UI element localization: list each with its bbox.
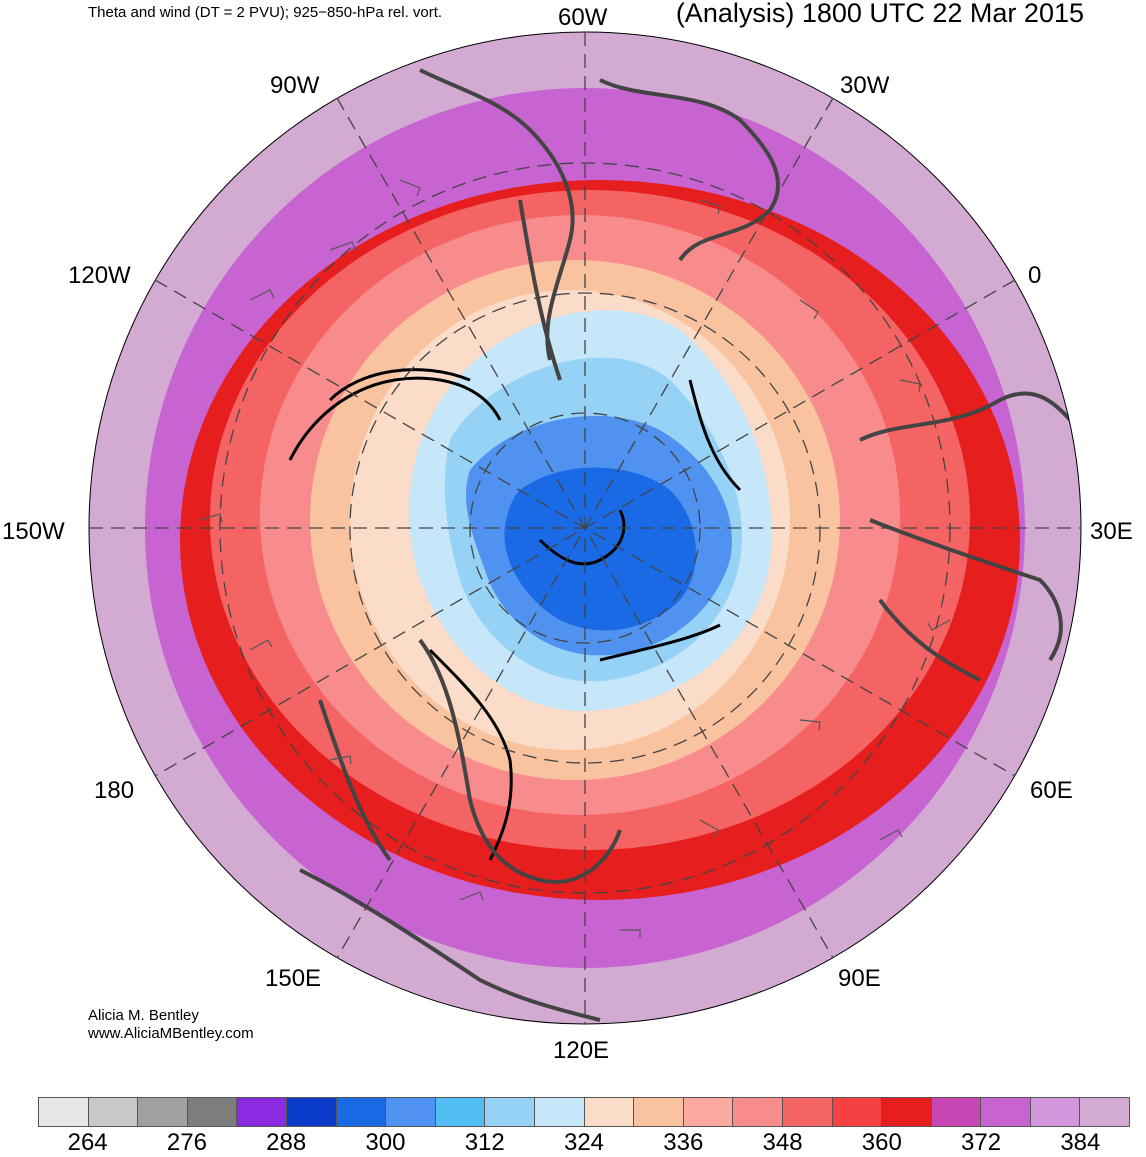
- colorbar-tick-label: 372: [961, 1129, 1002, 1156]
- colorbar-tick-label: 300: [365, 1129, 406, 1156]
- lon-label-90e: 90E: [838, 965, 881, 992]
- colorbar-swatch: [882, 1098, 932, 1126]
- colorbar-swatch: [1030, 1098, 1081, 1126]
- colorbar-tick-label: 276: [166, 1129, 207, 1156]
- lon-label-30w: 30W: [840, 72, 890, 99]
- analysis-time: (Analysis) 1800 UTC 22 Mar 2015: [675, 0, 1084, 28]
- theta-zone-dark-blue: [504, 467, 697, 631]
- colorbar-swatch: [832, 1098, 883, 1126]
- lon-label-120w: 120W: [68, 262, 131, 289]
- lon-label-60w: 60W: [558, 4, 608, 31]
- colorbar-swatch: [931, 1098, 982, 1126]
- colorbar-swatch: [39, 1098, 89, 1126]
- colorbar-tick-label: 384: [1060, 1129, 1101, 1156]
- coastlines: [299, 68, 1081, 1022]
- wind-barbs: [199, 179, 951, 938]
- lon-label-180: 180: [94, 777, 135, 804]
- credit-author: Alicia M. Bentley: [88, 1007, 199, 1024]
- colorbar-swatch: [782, 1098, 833, 1126]
- colorbar: [38, 1097, 1130, 1127]
- colorbar-swatch: [435, 1098, 486, 1126]
- colorbar-swatch: [683, 1098, 734, 1126]
- lon-label-0: 0: [1028, 262, 1042, 289]
- lon-label-150w: 150W: [2, 518, 65, 545]
- colorbar-swatch: [138, 1098, 188, 1126]
- lon-label-60e: 60E: [1030, 777, 1073, 804]
- product-title: Theta and wind (DT = 2 PVU); 925−850-hPa…: [88, 4, 443, 21]
- colorbar-swatch: [1080, 1098, 1130, 1126]
- colorbar-tick-label: 264: [67, 1129, 108, 1156]
- lon-label-120e: 120E: [553, 1037, 610, 1064]
- colorbar-tick-label: 348: [762, 1129, 803, 1156]
- colorbar-swatch: [286, 1098, 337, 1126]
- colorbar-tick-label: 288: [266, 1129, 307, 1156]
- colorbar-swatch: [733, 1098, 783, 1126]
- colorbar-tick-label: 312: [464, 1129, 505, 1156]
- credit-website: www.AliciaMBentley.com: [88, 1025, 254, 1042]
- colorbar-swatch: [584, 1098, 635, 1126]
- lon-label-30e: 30E: [1090, 518, 1133, 545]
- colorbar-swatch: [336, 1098, 387, 1126]
- colorbar-swatch: [237, 1098, 287, 1126]
- colorbar-swatch: [981, 1098, 1031, 1126]
- graticule: [89, 32, 1081, 1024]
- colorbar-swatch: [485, 1098, 535, 1126]
- lon-label-150e: 150E: [265, 965, 322, 992]
- colorbar-tick-label: 336: [663, 1129, 704, 1156]
- colorbar-swatch: [534, 1098, 585, 1126]
- colorbar-swatch: [88, 1098, 139, 1126]
- colorbar-swatch: [187, 1098, 238, 1126]
- colorbar-tick-label: 360: [861, 1129, 902, 1156]
- credit: Alicia M. Bentley www.AliciaMBentley.com: [88, 1007, 254, 1043]
- lon-label-90w: 90W: [270, 72, 320, 99]
- colorbar-swatch: [634, 1098, 684, 1126]
- colorbar-tick-label: 324: [563, 1129, 605, 1156]
- colorbar-swatch: [386, 1098, 436, 1126]
